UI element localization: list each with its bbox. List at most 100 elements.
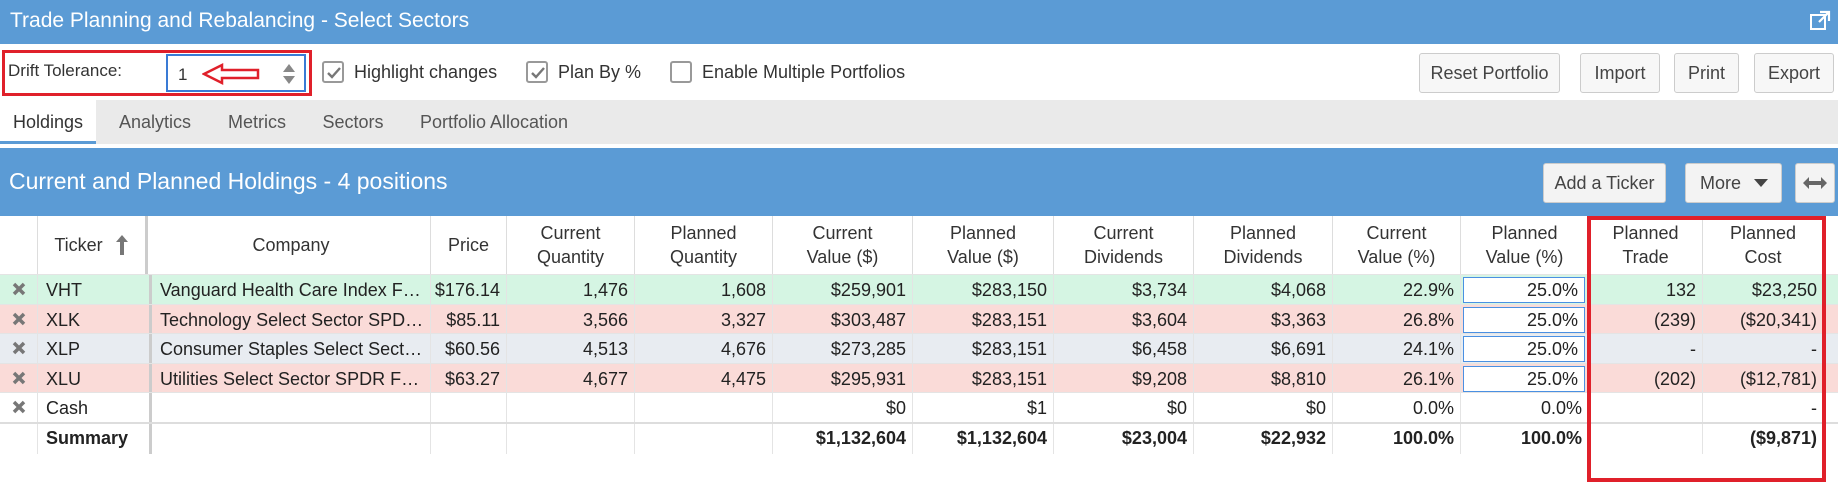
header-company[interactable]: Company [152, 216, 431, 274]
window-title: Trade Planning and Rebalancing - Select … [10, 9, 470, 32]
header-current-quantity[interactable]: Current Quantity [507, 216, 635, 274]
summary-cell-cur-pct: 100.0% [1333, 423, 1461, 454]
cash-cell-price [431, 393, 507, 423]
tab-holdings[interactable]: Holdings [0, 100, 96, 144]
drift-tolerance-highlight [2, 50, 312, 96]
header-planned-quantity[interactable]: Planned Quantity [635, 216, 773, 274]
tab-bar: Holdings Analytics Metrics Sectors Portf… [0, 100, 1838, 144]
drift-tolerance-value: 1 [178, 65, 188, 84]
export-button[interactable]: Export [1754, 53, 1834, 93]
spinner-icon[interactable] [282, 61, 296, 87]
header-planned-pct[interactable]: Planned Value (%) [1461, 216, 1589, 274]
cell-plan-cost: - [1703, 334, 1824, 364]
cash-cell-cur-qty [507, 393, 635, 423]
cell-cur-qty: 3,566 [507, 304, 635, 335]
plan-by-percent-checkbox[interactable]: Plan By % [526, 61, 646, 85]
remove-row-icon[interactable] [0, 304, 38, 335]
drift-tolerance-input[interactable]: 1 [166, 54, 306, 92]
cell-plan-qty: 4,475 [635, 363, 773, 394]
remove-row-icon[interactable] [0, 334, 38, 364]
planned-pct-input[interactable]: 25.0% [1463, 365, 1585, 392]
holdings-panel-header: Current and Planned Holdings - 4 positio… [0, 148, 1838, 216]
cash-cell-cur-pct: 0.0% [1333, 393, 1461, 423]
cash-cell-plan-div: $0 [1194, 393, 1333, 423]
summary-cell-cur-qty [507, 423, 635, 454]
tab-sectors[interactable]: Sectors [322, 112, 384, 132]
checkbox-icon [526, 61, 548, 83]
cell-plan-pct[interactable]: 25.0% [1461, 275, 1589, 305]
summary-cell-company [152, 423, 431, 454]
header-current-dividends[interactable]: Current Dividends [1054, 216, 1194, 274]
summary-cell-plan-div: $22,932 [1194, 423, 1333, 454]
header-planned-dividends[interactable]: Planned Dividends [1194, 216, 1333, 274]
cell-price: $63.27 [431, 363, 507, 394]
enable-multiple-portfolios-checkbox[interactable]: Enable Multiple Portfolios [670, 61, 920, 85]
more-dropdown-button[interactable]: More [1685, 163, 1782, 203]
header-remove [0, 216, 38, 274]
cell-plan-pct[interactable]: 25.0% [1461, 334, 1589, 364]
header-planned-value[interactable]: Planned Value ($) [913, 216, 1054, 274]
header-ticker[interactable]: Ticker [38, 216, 148, 274]
cell-plan-qty: 4,676 [635, 334, 773, 364]
cell-plan-qty: 1,608 [635, 275, 773, 305]
cash-cell-plan-trade [1589, 393, 1703, 423]
remove-row-icon[interactable] [0, 393, 38, 423]
enable-multiple-portfolios-label: Enable Multiple Portfolios [702, 62, 906, 82]
cell-cur-qty: 4,513 [507, 334, 635, 364]
drift-tolerance-label: Drift Tolerance: [8, 61, 123, 80]
cell-cur-qty: 4,677 [507, 363, 635, 394]
print-button[interactable]: Print [1674, 53, 1739, 93]
add-ticker-button[interactable]: Add a Ticker [1543, 163, 1666, 203]
cell-cur-pct: 24.1% [1333, 334, 1461, 364]
summary-cell-plan-qty [635, 423, 773, 454]
cell-company: Utilities Select Sector SPDR F… [152, 363, 431, 394]
sort-ascending-icon [115, 235, 128, 255]
toolbar: Drift Tolerance: 1 Highlight changes Pla… [0, 44, 1838, 100]
import-button[interactable]: Import [1580, 53, 1660, 93]
cell-plan-cost: ($12,781) [1703, 363, 1824, 394]
cell-cur-div: $3,734 [1054, 275, 1194, 305]
cell-plan-qty: 3,327 [635, 304, 773, 335]
cash-cell-company [152, 393, 431, 423]
expand-horizontal-button[interactable] [1795, 163, 1835, 203]
header-current-pct[interactable]: Current Value (%) [1333, 216, 1461, 274]
checkbox-icon [322, 61, 344, 83]
cell-plan-div: $4,068 [1194, 275, 1333, 305]
cell-plan-pct[interactable]: 25.0% [1461, 304, 1589, 335]
remove-row-icon[interactable] [0, 275, 38, 305]
table-row-summary: Summary $1,132,604 $1,132,604 $23,004 $22,93… [0, 421, 1838, 454]
cell-company: Technology Select Sector SPD… [152, 304, 431, 335]
planned-pct-input[interactable]: 25.0% [1463, 277, 1585, 303]
summary-cell-cur-div: $23,004 [1054, 423, 1194, 454]
cell-ticker: VHT [38, 275, 152, 305]
planned-pct-input[interactable]: 25.0% [1463, 306, 1585, 333]
cell-price: $60.56 [431, 334, 507, 364]
tab-portfolio-allocation[interactable]: Portfolio Allocation [419, 112, 569, 132]
highlight-changes-checkbox[interactable]: Highlight changes [322, 61, 502, 85]
cell-plan-pct[interactable]: 25.0% [1461, 363, 1589, 394]
remove-row-icon[interactable] [0, 363, 38, 394]
cell-cur-div: $3,604 [1054, 304, 1194, 335]
cell-cur-val: $295,931 [773, 363, 913, 394]
tab-metrics[interactable]: Metrics [228, 112, 286, 132]
cell-company: Consumer Staples Select Sect… [152, 334, 431, 364]
header-current-value[interactable]: Current Value ($) [773, 216, 913, 274]
cash-cell-ticker: Cash [38, 393, 152, 423]
cell-plan-cost: ($20,341) [1703, 304, 1824, 335]
tab-analytics[interactable]: Analytics [118, 112, 192, 132]
summary-cell-cur-val: $1,132,604 [773, 423, 913, 454]
header-planned-trade[interactable]: Planned Trade [1589, 216, 1703, 274]
spacer [0, 144, 1838, 148]
cash-cell-plan-val: $1 [913, 393, 1054, 423]
panel-title: Current and Planned Holdings - 4 positio… [9, 168, 448, 194]
summary-cell-plan-val: $1,132,604 [913, 423, 1054, 454]
expand-horizontal-icon [1803, 177, 1827, 189]
header-price[interactable]: Price [431, 216, 507, 274]
planned-pct-input[interactable]: 25.0% [1463, 336, 1585, 362]
cell-ticker: XLP [38, 334, 152, 364]
header-planned-cost[interactable]: Planned Cost [1703, 216, 1824, 274]
cell-plan-val: $283,150 [913, 275, 1054, 305]
external-link-icon[interactable] [1808, 9, 1832, 33]
reset-portfolio-button[interactable]: Reset Portfolio [1419, 53, 1560, 93]
cell-company: Vanguard Health Care Index F… [152, 275, 431, 305]
